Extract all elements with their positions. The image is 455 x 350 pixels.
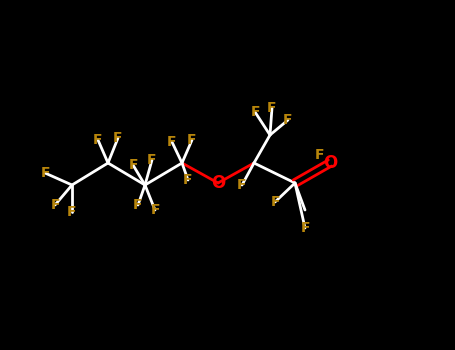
Text: F: F [150,203,160,217]
Text: F: F [128,158,138,172]
Text: F: F [113,131,123,145]
Text: F: F [267,101,277,115]
Text: O: O [211,174,225,192]
Text: O: O [323,154,337,172]
Text: F: F [67,205,77,219]
Text: F: F [50,198,60,212]
Text: F: F [270,195,280,209]
Text: F: F [283,113,293,127]
Text: F: F [93,133,103,147]
Text: F: F [167,135,177,149]
Text: F: F [315,148,325,162]
Text: F: F [187,133,197,147]
Text: F: F [183,173,193,187]
Text: F: F [40,166,50,180]
Text: F: F [147,153,157,167]
Text: F: F [133,198,143,212]
Text: F: F [250,105,260,119]
Text: F: F [300,221,310,235]
Text: F: F [237,178,247,192]
